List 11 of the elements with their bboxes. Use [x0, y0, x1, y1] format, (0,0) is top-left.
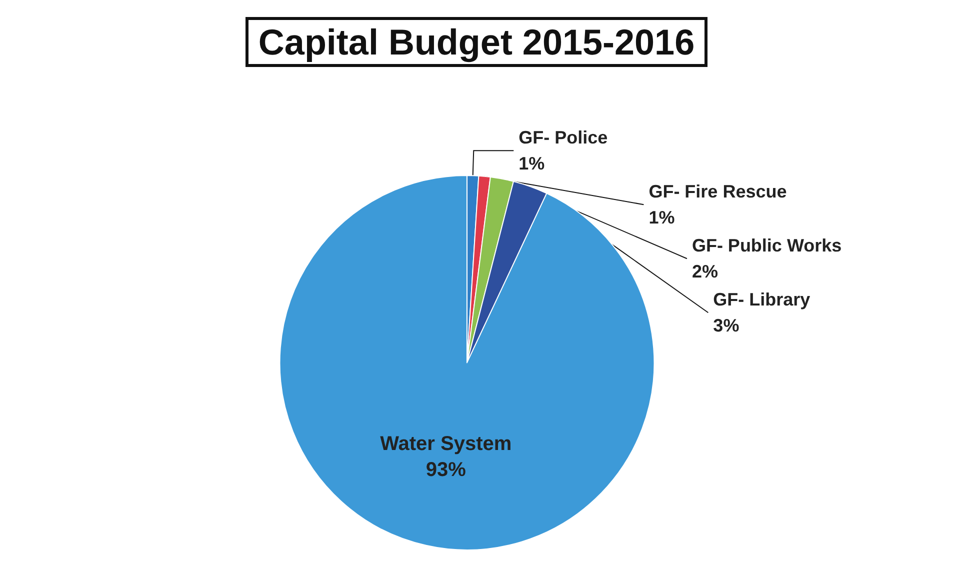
data-label: 93%	[426, 458, 466, 481]
slice-label: Water System	[380, 432, 512, 455]
data-label: 3%	[713, 316, 740, 336]
data-label: 1%	[518, 154, 545, 174]
slice-label: GF- Library	[713, 290, 810, 310]
slice-label: GF- Fire Rescue	[648, 182, 787, 202]
slice-label: GF- Public Works	[692, 236, 842, 256]
data-label: 2%	[692, 262, 718, 282]
data-label: 1%	[648, 208, 675, 228]
chart-title: Capital Budget 2015-2016	[258, 22, 695, 62]
slice-label: GF- Police	[518, 128, 608, 148]
